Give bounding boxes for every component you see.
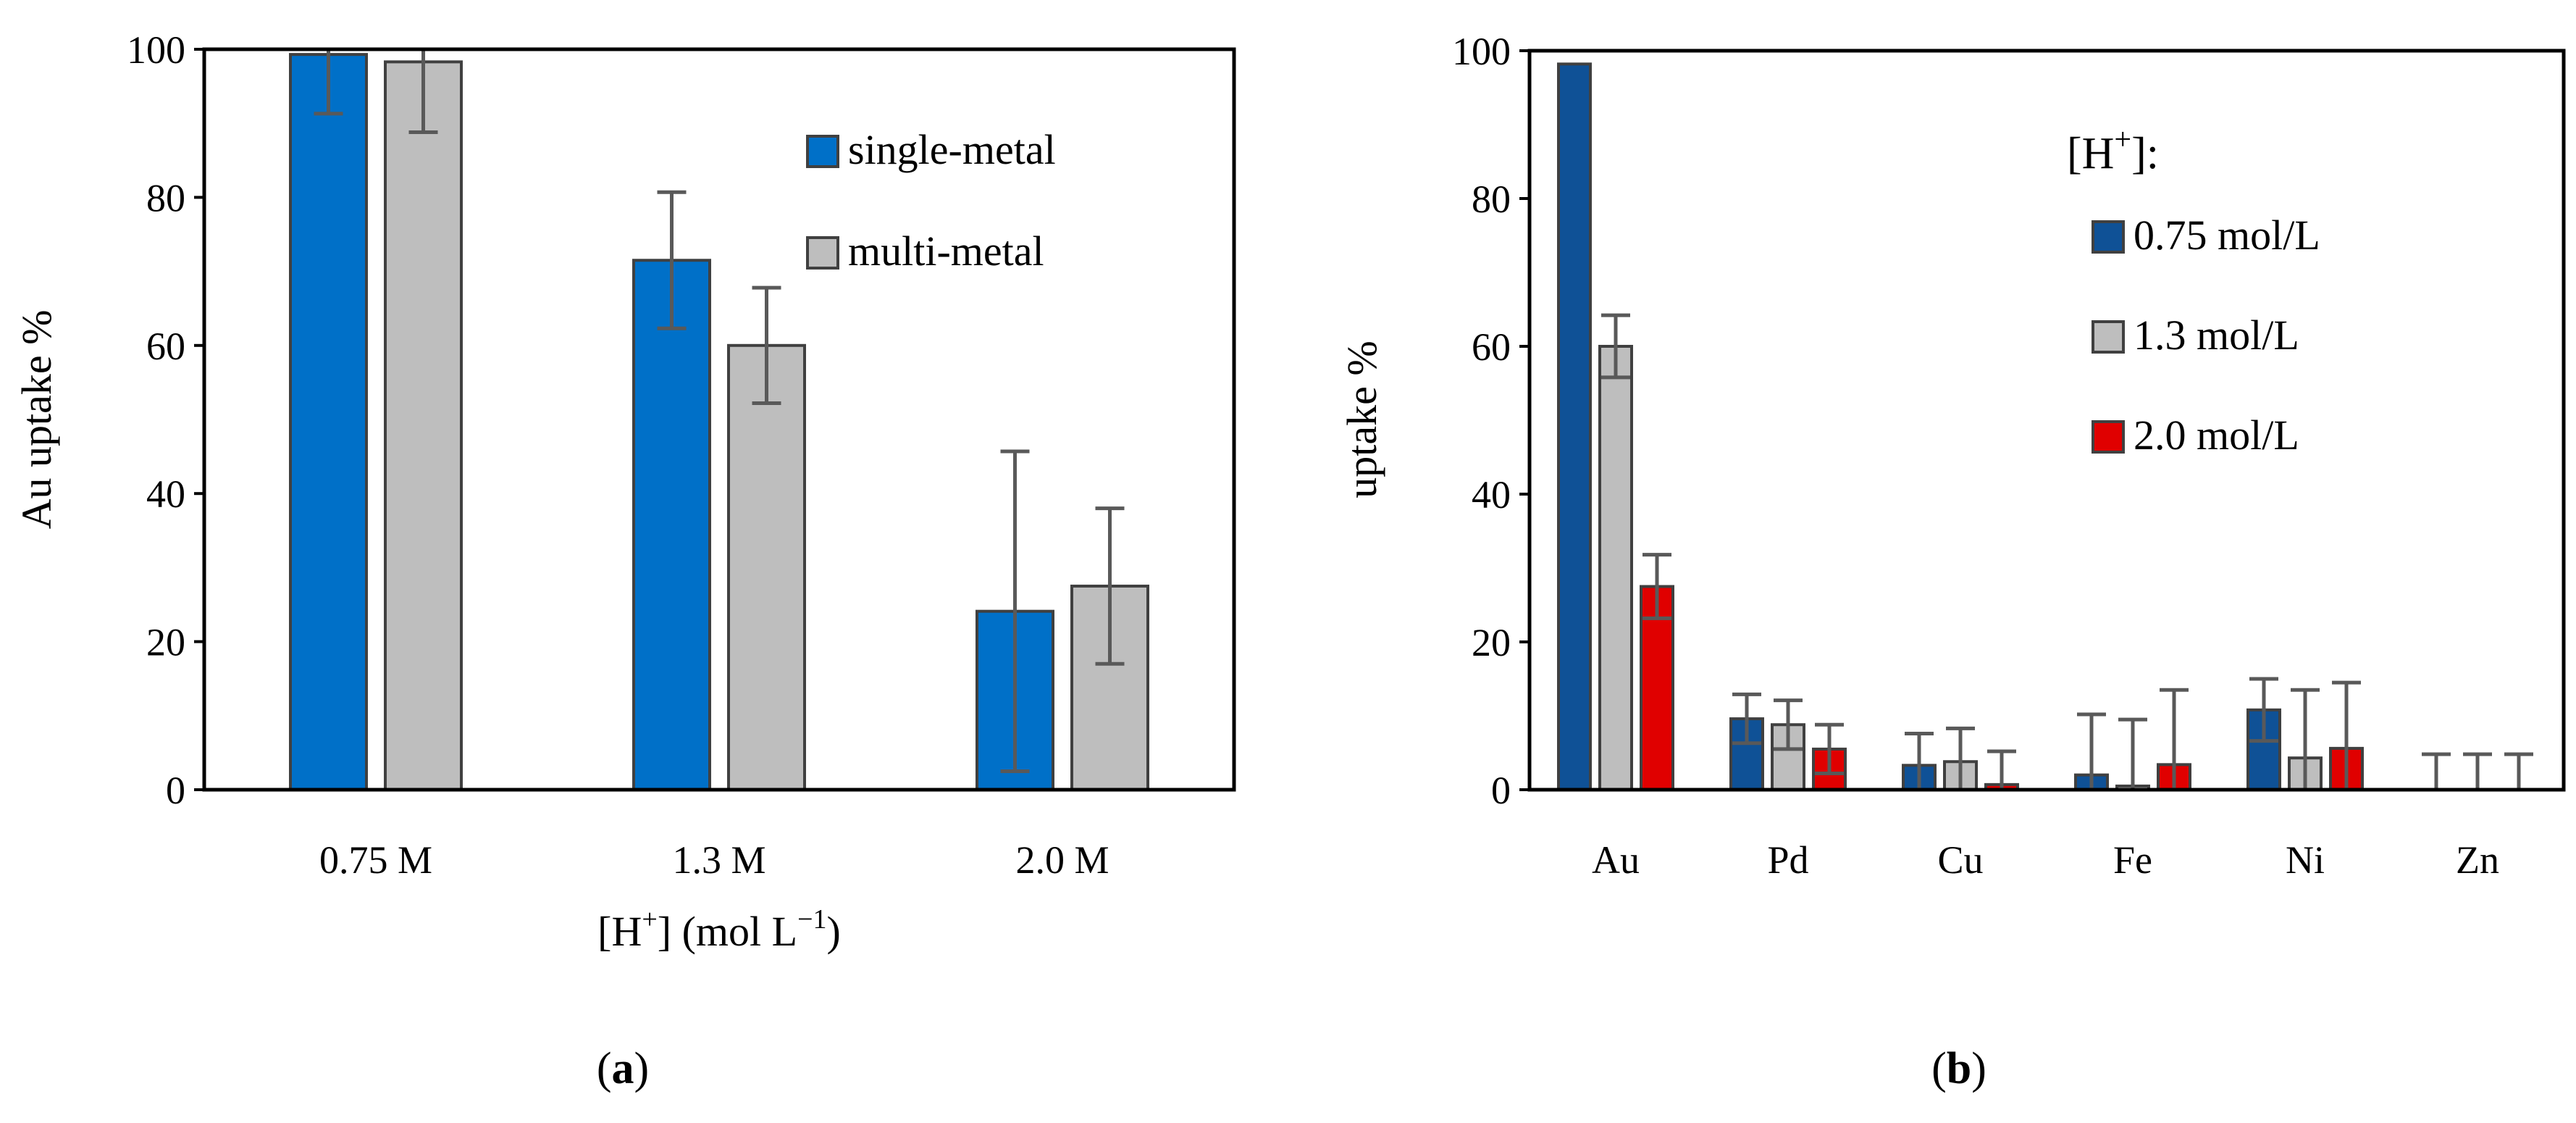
a-legend-label: single-metal <box>848 126 1056 173</box>
panel-a-label: (a) <box>597 1044 649 1093</box>
b-y-tick-label: 60 <box>1472 325 1511 369</box>
a-x-tick-label: 1.3 M <box>672 838 765 882</box>
a-y-tick-label: 20 <box>146 621 185 664</box>
b-error-bar <box>1815 722 1844 776</box>
a-bar <box>384 60 463 791</box>
b-error-bar <box>2077 712 2106 790</box>
b-error-bar <box>2463 752 2492 790</box>
a-bar <box>289 53 368 792</box>
a-legend-swatch <box>806 135 839 168</box>
b-x-tick-label: Fe <box>2113 838 2152 882</box>
b-x-tick-label: Au <box>1592 838 1640 882</box>
panel-a-legend: single-metal multi-metal <box>806 126 1056 275</box>
b-error-bar <box>1642 553 1671 620</box>
panel-b-legend: 0.75 mol/L 1.3 mol/L 2.0 mol/L <box>2092 212 2320 459</box>
panel-b-chart: 0 20 40 60 80 100 Au Pd Cu Fe Ni Zn uptake % [H+]:… <box>1338 30 2566 1093</box>
b-legend-label: 2.0 mol/L <box>2134 412 2299 459</box>
a-error-bar <box>752 285 781 406</box>
a-y-tick-label: 60 <box>146 325 185 368</box>
a-bar <box>727 343 806 791</box>
b-error-bar <box>2118 717 2147 790</box>
a-x-tick-label: 0.75 M <box>319 838 432 882</box>
b-x-tick-label: Pd <box>1767 838 1808 882</box>
panel-b-error-bars <box>1601 313 2533 790</box>
b-y-tick-label: 100 <box>1452 30 1511 73</box>
b-legend-swatch <box>2092 320 2125 354</box>
b-legend-label: 1.3 mol/L <box>2134 312 2299 359</box>
b-x-tick-label: Cu <box>1937 838 1983 882</box>
b-error-bar <box>2422 752 2451 790</box>
panel-a-chart: 0 20 40 60 80 100 0.75 M 1.3 M 2.0 M Au uptake … <box>13 28 1236 1093</box>
b-legend-swatch <box>2092 220 2125 254</box>
a-bar <box>632 259 711 791</box>
b-x-tick-label: Zn <box>2456 838 2499 882</box>
b-error-bar <box>2291 688 2320 790</box>
a-y-tick-label: 40 <box>146 472 185 516</box>
a-y-tick-label: 0 <box>166 769 185 812</box>
b-error-bar <box>2332 680 2361 790</box>
b-y-tick-label: 40 <box>1472 473 1511 517</box>
b-legend-swatch <box>2092 420 2125 454</box>
b-error-bar <box>1732 692 1761 746</box>
b-y-tick-label: 0 <box>1491 769 1511 812</box>
b-bar <box>1598 345 1633 791</box>
panel-b-legend-title: [H+]: <box>2067 123 2159 178</box>
a-x-tick-label: 2.0 M <box>1015 838 1109 882</box>
a-error-bar <box>1095 506 1125 666</box>
panel-b-label: (b) <box>1931 1044 1986 1093</box>
a-error-bar <box>1000 449 1030 773</box>
panel-a-y-axis: 0 20 40 60 80 100 <box>127 28 204 812</box>
a-y-tick-label: 100 <box>127 28 185 72</box>
panel-b-x-axis: Au Pd Cu Fe Ni Zn <box>1592 838 2499 882</box>
b-error-bar <box>2249 677 2278 743</box>
panel-b-y-axis-title: uptake % <box>1338 341 1385 498</box>
b-error-bar <box>1601 313 1630 380</box>
a-error-bar <box>657 190 687 330</box>
panel-b-y-axis: 0 20 40 60 80 100 <box>1452 30 1530 812</box>
panel-a-plot-frame <box>202 47 1236 792</box>
b-y-tick-label: 80 <box>1472 178 1511 221</box>
a-y-tick-label: 80 <box>146 176 185 220</box>
b-legend-label: 0.75 mol/L <box>2134 212 2320 259</box>
b-error-bar <box>1774 698 1803 751</box>
b-error-bar <box>2504 752 2533 790</box>
panel-a-x-axis: 0.75 M 1.3 M 2.0 M <box>319 838 1109 882</box>
b-x-tick-label: Ni <box>2286 838 2325 882</box>
panel-a-x-axis-title: [H+] (mol L−1) <box>597 904 841 955</box>
panel-b-plot-frame <box>1527 49 2566 792</box>
a-legend-swatch <box>806 236 839 270</box>
b-bar <box>1557 62 1592 792</box>
b-error-bar <box>1987 749 2016 790</box>
a-legend-label: multi-metal <box>848 227 1044 275</box>
b-error-bar <box>2160 688 2189 790</box>
b-error-bar <box>1946 726 1975 790</box>
b-error-bar <box>1905 731 1934 790</box>
b-y-tick-label: 20 <box>1472 621 1511 664</box>
panel-a-y-axis-title: Au uptake % <box>13 310 60 530</box>
